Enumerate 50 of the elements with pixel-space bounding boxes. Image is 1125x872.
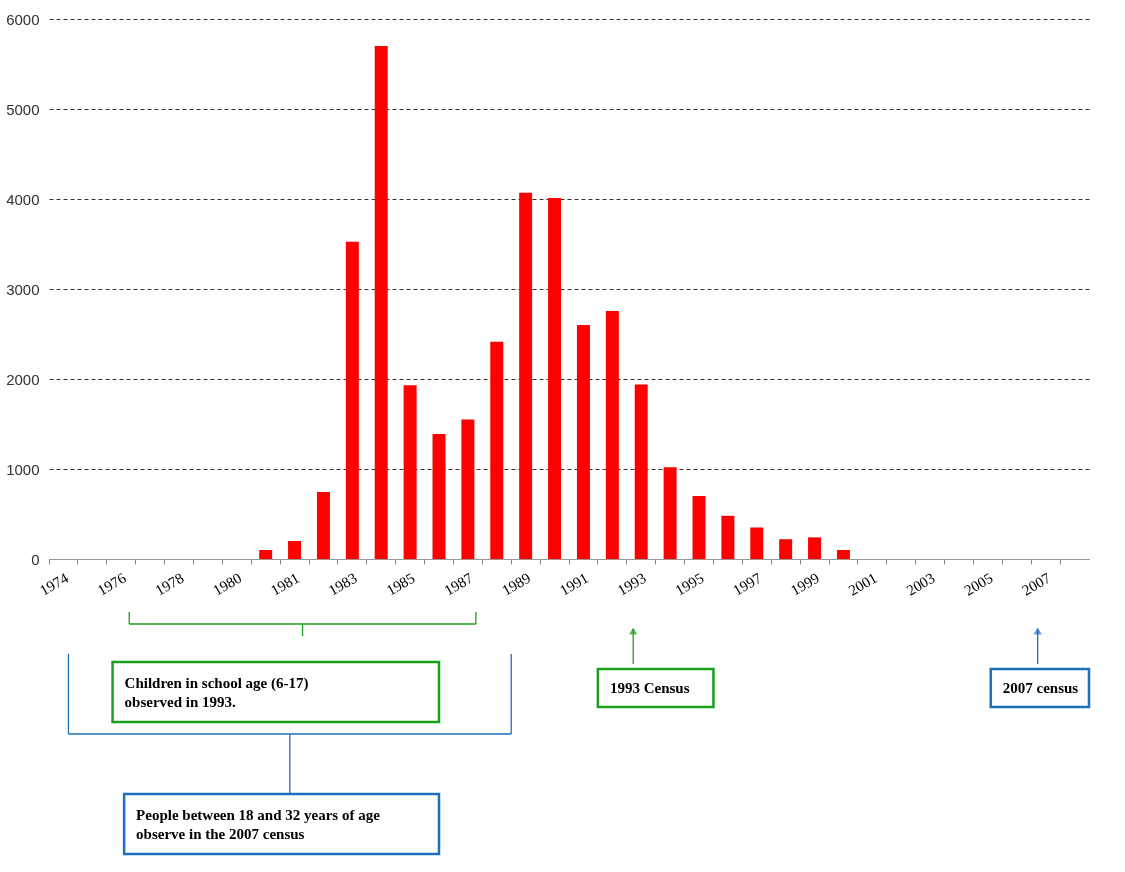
x-tick-label: 1980 — [210, 569, 245, 599]
x-tick-label: 1974 — [36, 569, 72, 599]
x-tick-label: 1991 — [556, 569, 591, 599]
y-tick-label: 1000 — [6, 460, 40, 478]
x-tick-label: 1999 — [788, 569, 823, 599]
x-tick-label: 1985 — [383, 569, 418, 599]
bar — [288, 541, 302, 559]
text: 2007 census — [1002, 680, 1079, 696]
bar — [374, 46, 388, 559]
x-tick-label: 1976 — [94, 569, 130, 599]
x-tick-label: 1978 — [152, 569, 187, 599]
text: Children in school age (6-17) observed in 1993. — [124, 674, 309, 710]
bar — [432, 433, 446, 559]
x-tick-label: 1993 — [614, 569, 649, 599]
x-tick-label: 1997 — [730, 569, 765, 599]
bar — [779, 539, 793, 559]
y-tick-label: 2000 — [6, 370, 40, 388]
y-tick-label: 6000 — [6, 10, 40, 28]
y-tick-label: 3000 — [6, 280, 40, 298]
bar — [548, 198, 562, 559]
x-tick-label: 1983 — [325, 569, 360, 599]
bar — [490, 341, 504, 559]
bar — [634, 384, 648, 559]
text: 1993 Census — [609, 680, 690, 696]
x-tick-label: 1987 — [441, 569, 476, 599]
bar — [692, 496, 706, 559]
bar — [808, 537, 822, 559]
y-tick-label: 4000 — [6, 190, 40, 208]
bar — [403, 385, 417, 559]
x-tick-label: 2003 — [903, 569, 938, 599]
bar — [836, 550, 850, 559]
y-tick-label: 0 — [31, 550, 40, 568]
x-tick-label: 2001 — [845, 569, 880, 599]
bar — [461, 419, 475, 559]
bar — [721, 515, 735, 559]
bar — [345, 241, 359, 559]
bar — [576, 325, 590, 559]
text: People between 18 and 32 years of age observe in the 2007 census — [136, 806, 381, 842]
x-tick-label: 1995 — [672, 569, 707, 599]
x-tick-label: 2005 — [961, 569, 996, 599]
bar — [259, 550, 273, 559]
x-tick-label: 1981 — [268, 569, 303, 599]
bar — [316, 491, 330, 559]
y-tick-label: 5000 — [6, 100, 40, 118]
bar — [663, 467, 677, 559]
bar — [519, 192, 533, 559]
x-tick-label: 1989 — [499, 569, 534, 599]
x-tick-label: 2007 — [1019, 569, 1054, 599]
bar — [750, 527, 764, 559]
bar — [605, 311, 619, 559]
